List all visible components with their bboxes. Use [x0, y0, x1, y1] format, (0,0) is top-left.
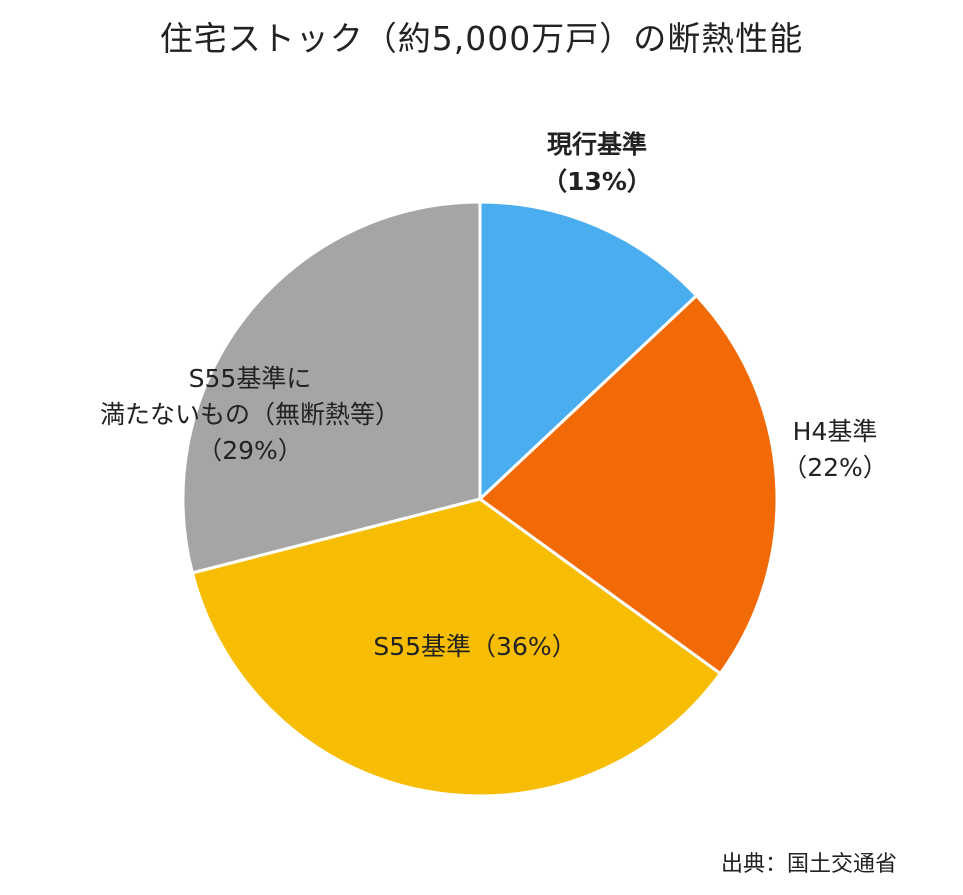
- slice-label-3-line-1: 満たないもの（無断熱等）: [100, 400, 400, 429]
- source-note: 出典：国土交通省: [720, 852, 897, 877]
- slice-label-1-line-0: H4基準: [793, 417, 878, 446]
- slice-label-2: S55基準（36%）: [373, 632, 576, 661]
- slice-label-3-line-2: （29%）: [197, 436, 303, 465]
- slice-label-3-line-0: S55基準に: [189, 364, 312, 393]
- chart-title: 住宅ストック（約5,000万戸）の断熱性能: [159, 19, 804, 58]
- pie-slice-3: [181, 200, 482, 575]
- slice-label-1-line-1: （22%）: [782, 453, 888, 482]
- slice-label-0-line-0: 現行基準: [547, 130, 647, 159]
- pie-slice-1: [478, 294, 779, 676]
- pie-slice-0: [478, 200, 698, 501]
- pie-slice-2: [190, 497, 722, 798]
- slice-label-0: 現行基準 （13%）: [542, 130, 652, 196]
- slice-label-1: H4基準 （22%）: [782, 417, 888, 482]
- slice-label-3: S55基準に満たないもの（無断熱等） （29%）: [100, 364, 400, 465]
- slice-label-2-line-0: S55基準（36%）: [373, 632, 576, 661]
- slice-label-0-line-1: （13%）: [542, 167, 652, 196]
